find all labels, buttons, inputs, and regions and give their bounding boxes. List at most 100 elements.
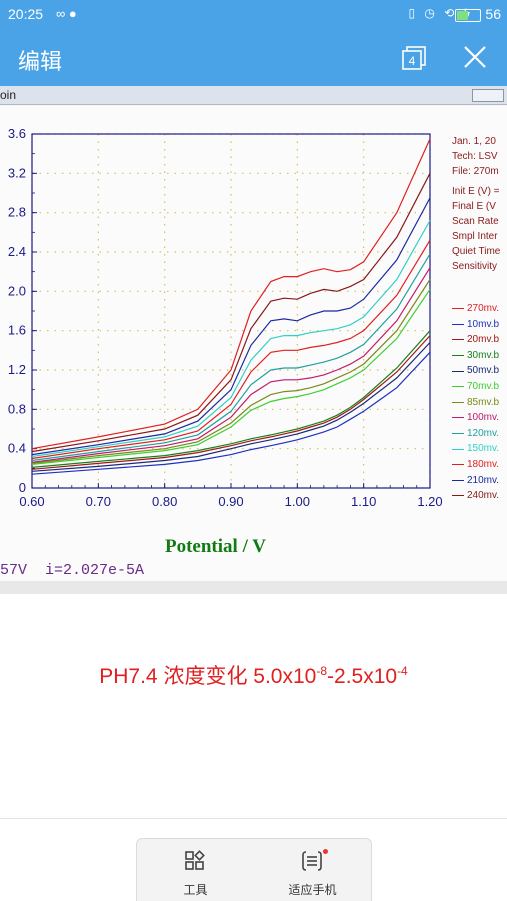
vibrate-icon: ▯	[408, 6, 419, 20]
legend-label: 50mv.b	[467, 365, 500, 377]
window-titlebar: oin	[0, 86, 507, 105]
info-line: Tech: LSV	[452, 151, 498, 162]
legend-label: 150mv.	[467, 443, 500, 455]
legend-swatch	[452, 370, 464, 372]
x-tick-label: 0.60	[19, 494, 44, 509]
series-line-11	[31, 342, 431, 472]
window-minimize-button	[472, 89, 504, 102]
legend-swatch	[452, 355, 464, 357]
caption-text: PH7.4 浓度变化 5.0x10-8-2.5x10-4	[0, 660, 507, 690]
x-axis-title: Potential / V	[165, 536, 266, 557]
caption-exponent-1: -8	[316, 664, 328, 678]
series-line-5	[31, 253, 431, 462]
status-bar: 20:25 ∞ ● ▯ ◷ ⟲ ϟ 56	[0, 0, 507, 30]
bottom-toolbar: 工具 适应手机	[136, 838, 372, 901]
y-tick-label: 1.6	[8, 323, 26, 338]
battery-fill	[457, 11, 469, 20]
infinity-icon: ∞ ●	[56, 6, 77, 21]
legend-item: 270mv.	[452, 301, 507, 317]
tools-button[interactable]: 工具	[137, 839, 254, 901]
photo-edge	[0, 581, 507, 594]
close-button[interactable]	[460, 42, 490, 72]
param-line: Smpl Inter	[452, 231, 498, 242]
edited-photo[interactable]: oin 0.60 0.70 0.80 0.90 1.00 1.10 1.20 0 0.4 0.8 1…	[0, 86, 507, 594]
experiment-info: Jan. 1, 20 Tech: LSV File: 270m Init E (V)…	[452, 134, 507, 279]
param-line: Sensitivity	[452, 261, 498, 272]
legend-swatch	[452, 339, 464, 341]
legend-item: 20mv.b	[452, 332, 507, 348]
window-title: oin	[0, 88, 17, 102]
series-line-3	[31, 220, 431, 458]
legend-label: 30mv.b	[467, 349, 500, 361]
series-line-8	[31, 289, 431, 465]
legend-label: 180mv.	[467, 458, 500, 470]
caption-exponent-2: -4	[397, 664, 408, 678]
x-tick-label: 0.80	[152, 494, 177, 509]
legend-swatch	[452, 401, 464, 403]
y-tick-label: 0.4	[8, 441, 26, 456]
y-tick-label: 3.6	[8, 126, 26, 141]
legend-swatch	[452, 308, 464, 310]
series-line-12	[31, 351, 431, 475]
chart-legend: 270mv. 10mv.b 20mv.b 30mv.b 50mv.b 70mv.b 85mv…	[452, 301, 507, 504]
param-line: Quiet Time	[452, 246, 501, 257]
param-line: Final E (V	[452, 201, 496, 212]
y-tick-label: 1.2	[8, 362, 26, 377]
legend-swatch	[452, 417, 464, 419]
tabs-count: 4	[409, 54, 416, 68]
legend-swatch	[452, 448, 464, 450]
legend-item: 30mv.b	[452, 348, 507, 364]
info-line: File: 270m	[452, 166, 499, 177]
legend-item: 210mv.	[452, 473, 507, 489]
series-line-10	[31, 335, 431, 470]
info-line: Jan. 1, 20	[452, 136, 496, 147]
grid-tools-icon	[185, 850, 205, 870]
legend-item: 100mv.	[452, 410, 507, 426]
y-tick-label: 2.8	[8, 205, 26, 220]
x-tick-label: 0.90	[218, 494, 243, 509]
fit-phone-button[interactable]: 适应手机	[254, 839, 371, 901]
legend-item: 180mv.	[452, 457, 507, 473]
legend-item: 85mv.b	[452, 395, 507, 411]
caption-middle: -2.5x10	[327, 665, 398, 688]
legend-item: 120mv.	[452, 426, 507, 442]
fit-phone-label: 适应手机	[288, 883, 337, 897]
legend-swatch	[452, 323, 464, 325]
legend-swatch	[452, 433, 464, 435]
legend-item: 10mv.b	[452, 317, 507, 333]
data-icon: ⟲	[444, 6, 458, 20]
info-header: Jan. 1, 20 Tech: LSV File: 270m	[452, 134, 507, 179]
legend-label: 10mv.b	[467, 318, 500, 330]
status-time: 20:25	[8, 6, 44, 22]
battery-level: 56	[485, 6, 501, 22]
battery-icon	[455, 9, 481, 22]
divider	[0, 818, 507, 819]
info-params: Init E (V) = Final E (V Scan Rate Smpl Inte…	[452, 184, 507, 274]
legend-swatch	[452, 479, 464, 481]
legend-label: 85mv.b	[467, 396, 500, 408]
tabs-button[interactable]: 4	[400, 44, 428, 72]
y-tick-label: 0.8	[8, 401, 26, 416]
tools-label: 工具	[183, 883, 208, 897]
legend-label: 270mv.	[467, 303, 500, 314]
legend-swatch	[452, 495, 464, 497]
series-line-0	[31, 138, 431, 450]
cursor-readout: 57V i=2.027e-5A	[0, 562, 145, 579]
fit-screen-icon	[302, 851, 322, 871]
series-line-9	[31, 330, 431, 468]
y-tick-label: 3.2	[8, 165, 26, 180]
x-tick-label: 1.20	[417, 494, 442, 509]
legend-label: 70mv.b	[467, 380, 500, 392]
legend-item: 240mv.	[452, 488, 507, 504]
legend-item: 150mv.	[452, 441, 507, 457]
legend-label: 120mv.	[467, 427, 500, 439]
legend-swatch	[452, 386, 464, 388]
y-tick-label: 2.0	[8, 283, 26, 298]
page-title: 编辑	[18, 49, 63, 74]
x-tick-label: 1.10	[351, 494, 376, 509]
series-line-2	[31, 197, 431, 456]
alarm-icon: ◷	[424, 6, 438, 20]
x-tick-label: 1.00	[285, 494, 310, 509]
message-icon: ●	[68, 6, 77, 21]
caption-prefix: PH7.4 浓度变化 5.0x10	[99, 665, 317, 688]
